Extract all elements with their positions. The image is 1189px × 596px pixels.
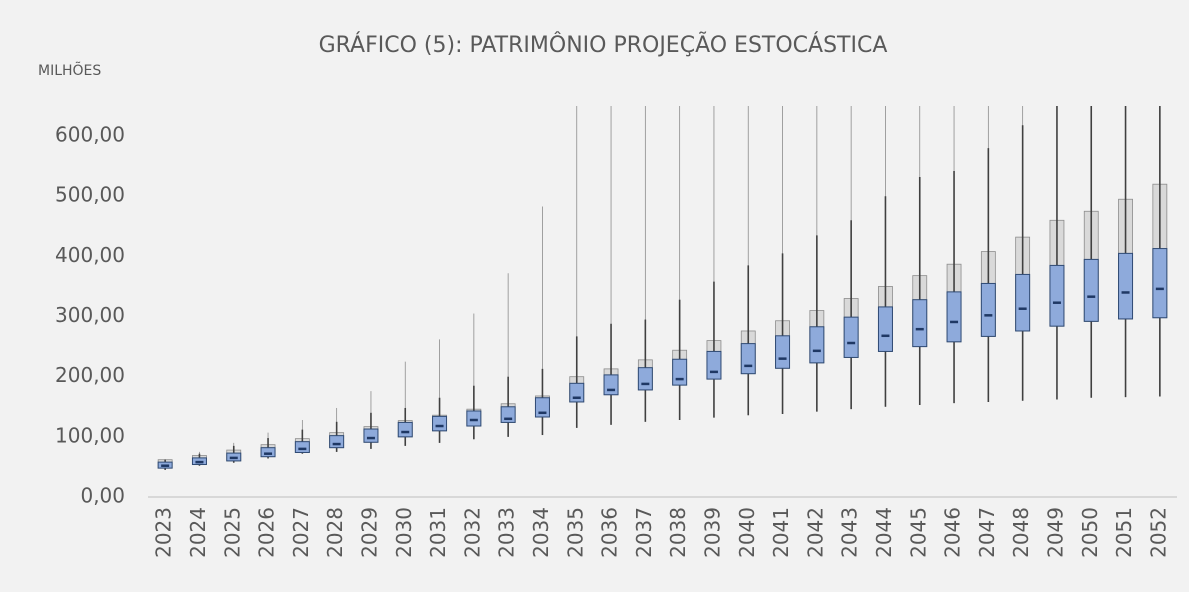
inner-box (672, 358, 688, 386)
y-tick-label: 500,00 (55, 183, 125, 207)
x-tick-label: 2035 (563, 507, 587, 558)
inner-box (946, 291, 962, 343)
inner-box (809, 326, 825, 364)
x-tick-label: 2044 (872, 507, 896, 558)
y-tick-label: 100,00 (55, 423, 125, 447)
x-tick-label: 2031 (426, 507, 450, 558)
x-tick-label: 2045 (906, 507, 930, 558)
inner-box (1049, 264, 1065, 327)
inner-box (980, 282, 996, 337)
inner-box (500, 406, 516, 423)
x-tick-label: 2051 (1112, 507, 1136, 558)
x-tick-label: 2034 (529, 507, 553, 558)
x-tick-label: 2023 (152, 507, 176, 558)
inner-box (740, 343, 756, 375)
inner-box (534, 397, 550, 418)
inner-box (466, 410, 482, 427)
inner-box (843, 316, 859, 358)
y-axis-label: MILHÕES (38, 62, 101, 79)
inner-box (912, 299, 928, 348)
x-tick-label: 2043 (838, 507, 862, 558)
x-tick-label: 2025 (220, 507, 244, 558)
chart-title: GRÁFICO (5): PATRIMÔNIO PROJEÇÃO ESTOCÁS… (319, 31, 888, 58)
inner-box (706, 350, 722, 380)
inner-box (1015, 273, 1031, 332)
inner-box (877, 306, 893, 352)
x-tick-label: 2038 (666, 507, 690, 558)
inner-box (329, 435, 345, 449)
x-tick-label: 2041 (769, 507, 793, 558)
x-tick-label: 2050 (1078, 507, 1102, 558)
x-tick-label: 2047 (975, 507, 999, 558)
inner-box (1152, 248, 1168, 319)
x-tick-label: 2024 (186, 507, 210, 558)
x-tick-label: 2052 (1146, 507, 1170, 558)
x-tick-label: 2039 (700, 507, 724, 558)
x-tick-label: 2046 (941, 507, 965, 558)
x-tick-label: 2037 (632, 507, 656, 558)
x-tick-label: 2027 (289, 507, 313, 558)
x-tick-label: 2049 (1043, 507, 1067, 558)
y-tick-label: 200,00 (55, 363, 125, 387)
inner-box (294, 441, 310, 453)
x-tick-label: 2028 (323, 507, 347, 558)
inner-box (775, 335, 791, 369)
inner-box (637, 367, 653, 391)
y-tick-label: 0,00 (80, 484, 125, 508)
x-tick-label: 2032 (460, 507, 484, 558)
x-tick-label: 2036 (598, 507, 622, 558)
inner-box (569, 382, 585, 403)
inner-box (1118, 252, 1134, 320)
y-tick-label: 300,00 (55, 303, 125, 327)
y-tick-label: 400,00 (55, 243, 125, 267)
x-tick-label: 2048 (1009, 507, 1033, 558)
inner-box (363, 428, 379, 443)
x-tick-label: 2029 (357, 507, 381, 558)
inner-box (260, 447, 276, 458)
x-tick-label: 2042 (803, 507, 827, 558)
x-tick-label: 2033 (495, 507, 519, 558)
inner-box (1083, 258, 1099, 322)
x-tick-label: 2030 (392, 507, 416, 558)
x-tick-label: 2026 (255, 507, 279, 558)
x-tick-label: 2040 (735, 507, 759, 558)
y-tick-label: 600,00 (55, 123, 125, 147)
inner-box (603, 374, 619, 396)
inner-box (397, 421, 413, 438)
inner-box (432, 415, 448, 432)
